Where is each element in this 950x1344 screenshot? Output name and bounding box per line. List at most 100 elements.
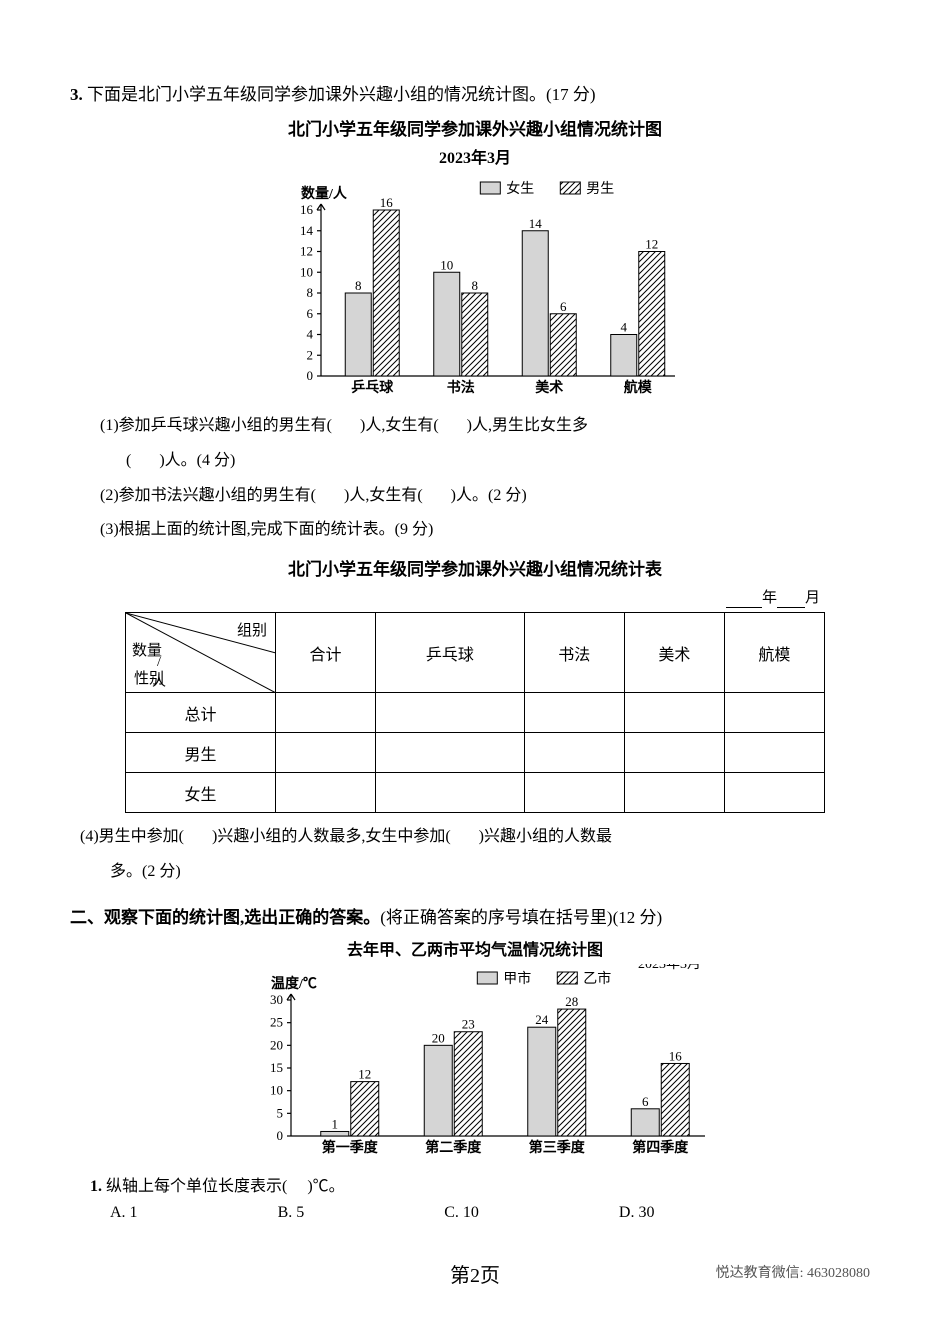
blank-cell[interactable] [624,693,724,733]
blank-cell[interactable] [376,773,525,813]
section2-heading-bold: 二、观察下面的统计图,选出正确的答案。 [70,908,380,927]
stat-table: 组别 数量 /人 性别 合计 乒乓球 书法 美术 航模 总计 男生 女生 [125,612,825,813]
svg-text:第二季度: 第二季度 [425,1139,482,1156]
blank-cell[interactable] [524,693,624,733]
blank-cell[interactable] [376,693,525,733]
table-row: 组别 数量 /人 性别 合计 乒乓球 书法 美术 航模 [126,613,825,693]
sec2-q1-options: A. 1 B. 5 C. 10 D. 30 [110,1204,880,1222]
blank-cell[interactable] [376,733,525,773]
svg-text:20: 20 [270,1037,283,1052]
svg-text:16: 16 [300,202,314,217]
svg-text:14: 14 [300,223,314,238]
row-header: 男生 [126,733,276,773]
chart2-title: 去年甲、乙两市平均气温情况统计图 [70,936,880,960]
svg-text:0: 0 [277,1128,284,1143]
svg-text:0: 0 [307,368,314,383]
q3-sub2: (2)参加书法兴趣小组的男生有( )人,女生有( )人。(2 分) [100,482,880,511]
svg-text:16: 16 [380,195,394,210]
q3-sub1-d: ( [126,452,131,469]
blank-cell[interactable] [524,773,624,813]
svg-text:12: 12 [300,244,313,259]
blank-cell[interactable] [724,773,824,813]
q3-sub1-c: )人,男生比女生多 [467,417,588,434]
svg-text:数量/人: 数量/人 [301,185,348,202]
svg-text:2023年3月: 2023年3月 [638,964,701,972]
table-date: 年 月 [70,586,820,608]
chart1-subtitle: 2023年3月 [70,144,880,168]
table-year-label: 年 [762,590,777,606]
table-row: 男生 [126,733,825,773]
table-title: 北门小学五年级同学参加课外兴趣小组情况统计表 [70,555,880,580]
svg-text:20: 20 [432,1030,445,1045]
section2-heading: 二、观察下面的统计图,选出正确的答案。(将正确答案的序号填在括号里)(12 分) [70,903,880,928]
svg-text:6: 6 [560,299,567,314]
svg-text:25: 25 [270,1014,283,1029]
sec2-q1: 1. 纵轴上每个单位长度表示( )℃。 [90,1172,880,1196]
table-row: 总计 [126,693,825,733]
table-row: 女生 [126,773,825,813]
svg-text:15: 15 [270,1060,283,1075]
row-header: 女生 [126,773,276,813]
option-c[interactable]: C. 10 [444,1204,479,1222]
svg-text:28: 28 [565,994,578,1009]
svg-text:24: 24 [535,1012,549,1027]
col-header: 美术 [624,613,724,693]
svg-text:23: 23 [462,1017,475,1032]
col-header: 乒乓球 [376,613,525,693]
chart1-svg: 0246810121416数量/人女生男生816乒乓球108书法146美术412… [265,174,685,404]
q3-sub4-line2: 多。(2 分) [110,858,880,887]
section2-heading-rest: (将正确答案的序号填在括号里)(12 分) [380,908,662,927]
svg-text:2: 2 [307,347,314,362]
option-d[interactable]: D. 30 [619,1204,655,1222]
blank-cell[interactable] [276,773,376,813]
blank-cell[interactable] [624,733,724,773]
svg-text:温度/℃: 温度/℃ [271,975,317,992]
q3-heading: 3. 下面是北门小学五年级同学参加课外兴趣小组的情况统计图。(17 分) [70,80,880,105]
svg-text:5: 5 [277,1105,284,1120]
q3-sub4-c: )兴趣小组的人数最 [479,828,612,845]
svg-text:12: 12 [645,237,658,252]
chart2-container: 0 5 10 15 20 25 30温度/℃ 甲市 乙市 2023年3月 1 12 第一季度 20 23 第二… [70,964,880,1164]
blank-cell[interactable] [624,773,724,813]
q3-sub1-line2: ( )人。(4 分) [126,447,880,476]
q3-sub1: (1)参加乒乓球兴趣小组的男生有( )人,女生有( )人,男生比女生多 [100,412,880,441]
diag-header-cell: 组别 数量 /人 性别 [126,613,276,693]
svg-text:女生: 女生 [506,180,534,197]
svg-text:10: 10 [270,1082,283,1097]
svg-text:14: 14 [529,216,543,231]
svg-text:4: 4 [307,327,314,342]
blank-cell[interactable] [276,733,376,773]
svg-text:12: 12 [358,1066,371,1081]
svg-text:第四季度: 第四季度 [632,1139,689,1156]
chart1-title: 北门小学五年级同学参加课外兴趣小组情况统计图 [70,115,880,140]
q3-sub2-a: (2)参加书法兴趣小组的男生有( [100,487,316,504]
blank-cell[interactable] [724,693,824,733]
svg-text:美术: 美术 [535,379,563,396]
chart1-container: 0246810121416数量/人女生男生816乒乓球108书法146美术412… [70,174,880,404]
svg-text:甲市: 甲市 [503,970,531,987]
option-a[interactable]: A. 1 [110,1204,138,1222]
svg-text:乙市: 乙市 [583,970,611,987]
svg-text:第一季度: 第一季度 [322,1139,379,1156]
svg-text:8: 8 [472,278,479,293]
option-b[interactable]: B. 5 [278,1204,305,1222]
q3-sub4: (4)男生中参加( )兴趣小组的人数最多,女生中参加( )兴趣小组的人数最 [80,823,880,852]
svg-text:6: 6 [307,306,314,321]
svg-text:30: 30 [270,992,283,1007]
svg-text:乒乓球: 乒乓球 [351,379,394,396]
svg-text:10: 10 [300,264,313,279]
svg-text:6: 6 [642,1094,649,1109]
q3-sub2-c: )人。(2 分) [451,487,527,504]
q3-sub1-e: )人。(4 分) [159,452,235,469]
footer-wechat: 悦达教育微信: 463028080 [716,1262,870,1282]
blank-cell[interactable] [524,733,624,773]
svg-text:16: 16 [669,1048,683,1063]
svg-text:第三季度: 第三季度 [529,1139,586,1156]
blank-cell[interactable] [276,693,376,733]
table-month-label: 月 [805,590,820,606]
blank-cell[interactable] [724,733,824,773]
svg-text:8: 8 [307,285,314,300]
svg-text:1: 1 [332,1116,339,1131]
q3-sub4-b: )兴趣小组的人数最多,女生中参加( [212,828,451,845]
svg-text:航模: 航模 [624,379,653,396]
